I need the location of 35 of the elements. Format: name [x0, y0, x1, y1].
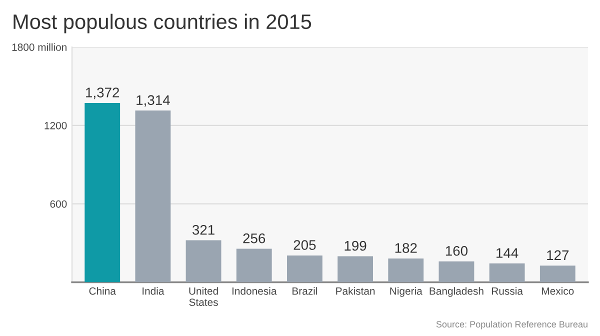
x-tick-label: Indonesia — [232, 287, 277, 295]
bar — [287, 255, 322, 282]
data-label: 1,372 — [86, 88, 120, 100]
x-tick-label: Pakistan — [336, 287, 375, 295]
bar — [388, 258, 424, 282]
bar — [489, 263, 525, 282]
data-label: 205 — [294, 240, 316, 250]
bar — [84, 102, 120, 282]
y-tick-label: 600 — [50, 200, 67, 208]
x-tick-label: China — [89, 287, 116, 295]
bar — [135, 110, 171, 282]
bar — [236, 248, 272, 282]
data-label: 256 — [243, 233, 266, 244]
x-tick-label: Brazil — [292, 287, 318, 295]
y-tick-label: 1200 — [44, 122, 67, 130]
bar — [186, 240, 222, 282]
data-label: 321 — [192, 224, 214, 235]
data-label: 160 — [446, 246, 468, 256]
x-tick-label: United States — [189, 287, 218, 306]
chart-title: Most populous countries in 2015 — [14, 14, 312, 34]
y-tick-label: 1800 million — [12, 43, 66, 51]
data-label: 182 — [395, 243, 417, 253]
bar — [338, 256, 373, 282]
x-tick-label: Russia — [492, 287, 523, 295]
data-label: 199 — [344, 240, 366, 251]
data-label: 144 — [496, 248, 518, 258]
data-label: 1,314 — [136, 95, 170, 107]
data-label: 127 — [547, 250, 569, 260]
bar — [438, 261, 474, 282]
x-tick-label: Nigeria — [390, 287, 422, 297]
x-tick-label: Mexico — [542, 287, 574, 295]
x-tick-label: India — [142, 287, 164, 295]
bar — [540, 266, 576, 282]
source-note: Source: Population Reference Bureau — [436, 320, 588, 330]
x-tick-label: Bangladesh — [430, 287, 484, 297]
